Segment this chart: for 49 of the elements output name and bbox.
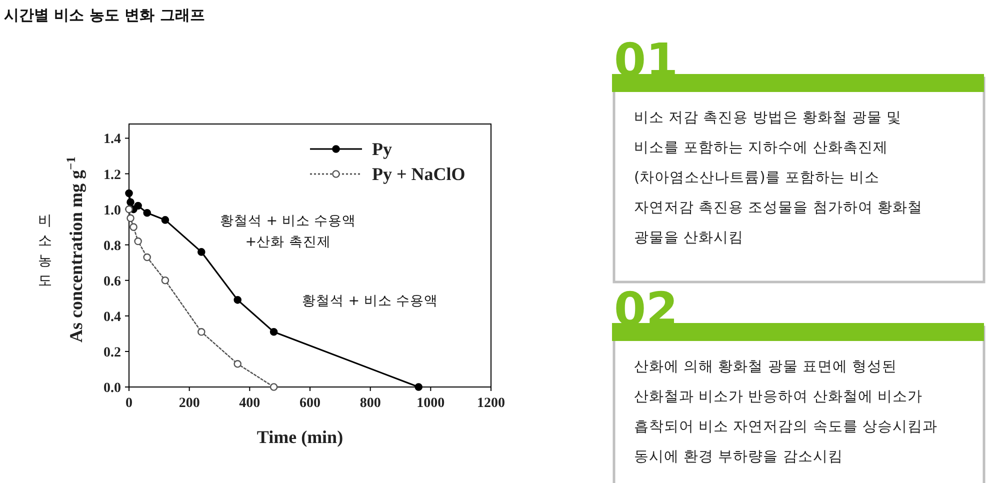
text: 동시에 환경 부하량을 감소시킴 [634,449,843,465]
x-tick-label: 200 [178,396,200,411]
legend-label: Py + NaClO [372,164,466,184]
point [270,328,278,336]
x-tick-label: 1200 [477,396,505,411]
x-tick-label: 400 [239,396,260,411]
annotation: 황철석 + 비소 수용액 +산화 촉진제 [220,213,356,250]
point [125,205,133,214]
point [126,198,134,206]
y-tick-label: 0.4 [104,310,121,325]
point [134,202,142,210]
point [134,237,142,246]
point [143,253,151,262]
y-tick-label: 0.0 [104,381,121,396]
text: (차아염소산나트륨)를 포함하는 비소 [634,170,880,186]
text: 비소 저감 촉진용 방법은 황화철 광물 및 [634,110,902,126]
point [161,216,170,224]
x-tick-label: 800 [360,396,381,411]
y-tick-label: 1.4 [104,132,121,148]
y-tick-label: 1.2 [104,168,121,183]
point [198,328,206,336]
point [126,214,134,222]
text: 비소 농도 [38,213,52,289]
point [143,208,151,217]
point [125,189,133,198]
annotation: 황철석 + 비소 수용액 [302,293,438,309]
x-tick-label: 0 [126,396,132,411]
text: 산화철과 비소가 반응하여 산화철에 비소가 [634,389,922,405]
y-tick-label: 0.8 [104,238,121,254]
x-tick-label: 600 [300,396,320,411]
point [414,383,422,391]
point [234,360,242,368]
y-tick-label: 1.0 [104,203,121,218]
y-tick-label: 0.6 [104,274,121,290]
point [130,223,138,231]
chart-title: 시간별 비소 농도 변화 그래프 [4,6,205,24]
text: 산화에 의해 황화철 광물 표면에 형성된 [634,359,898,375]
x-tick-label: 1000 [416,396,445,411]
text: 흡착되어 비소 자연저감의 속도를 상승시킴과 [634,419,938,435]
x-axis-title: Time (min) [256,427,344,447]
y-tick-label: 0.2 [104,345,121,360]
point [161,276,170,284]
point [198,248,206,256]
point [234,296,242,304]
text: 자연저감 촉진용 조성물을 첨가하여 황화철 [634,200,922,216]
text: 비소를 포함하는 지하수에 산화촉진제 [634,140,888,156]
text: 광물을 산화시킴 [634,230,744,246]
legend-label: Py [372,139,392,159]
point [270,383,278,391]
